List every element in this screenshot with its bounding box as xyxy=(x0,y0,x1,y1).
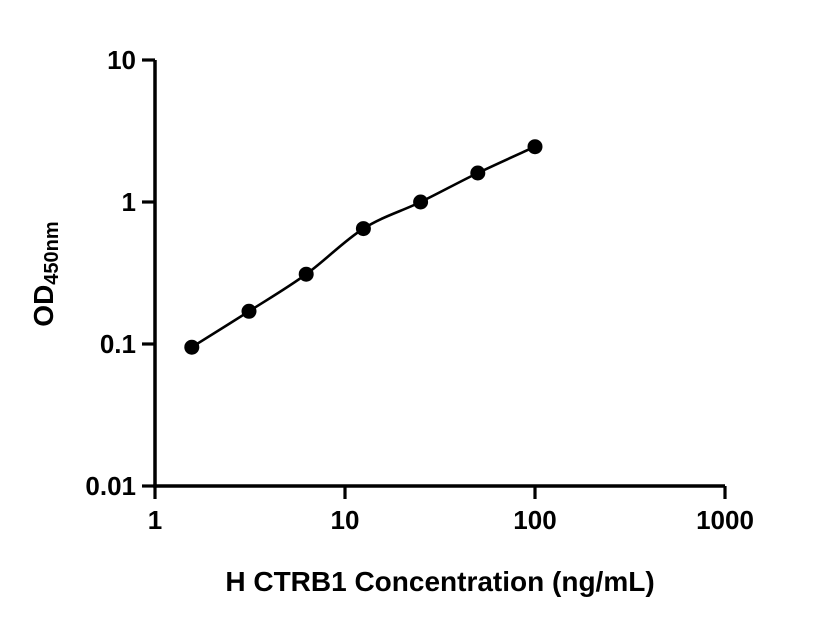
data-point xyxy=(527,139,543,155)
x-axis-label: H CTRB1 Concentration (ng/mL) xyxy=(225,566,655,597)
y-tick-label: 0.01 xyxy=(85,471,136,501)
x-tick-label: 1 xyxy=(148,505,162,535)
y-axis-label: OD450nm xyxy=(28,221,64,326)
data-point xyxy=(470,165,486,181)
y-tick-label: 1 xyxy=(122,187,136,217)
data-point xyxy=(413,194,429,210)
y-tick-label: 10 xyxy=(107,45,136,75)
data-point xyxy=(298,266,314,282)
y-axis-label-main: OD xyxy=(28,284,59,327)
x-tick-label: 10 xyxy=(331,505,360,535)
data-point xyxy=(241,303,257,319)
data-point xyxy=(355,221,371,237)
x-tick-label: 1000 xyxy=(696,505,754,535)
x-tick-label: 100 xyxy=(513,505,556,535)
data-point xyxy=(184,339,200,355)
y-tick-label: 0.1 xyxy=(100,329,136,359)
y-axis-label-subscript: 450nm xyxy=(41,221,63,285)
